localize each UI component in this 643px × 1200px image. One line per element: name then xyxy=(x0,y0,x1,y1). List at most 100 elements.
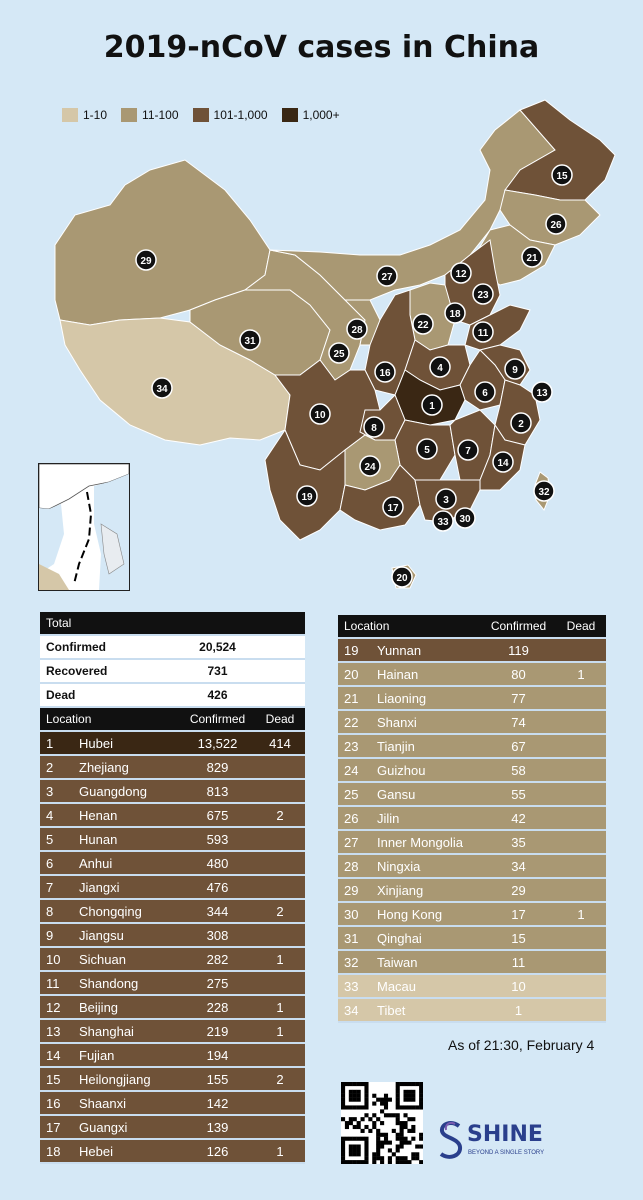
cell-location: Yunnan xyxy=(371,638,481,663)
cell-dead xyxy=(255,755,305,780)
cell-confirmed: 813 xyxy=(180,779,255,804)
legend-item: 101-1,000 xyxy=(192,108,268,122)
map-marker-label: 5 xyxy=(424,445,430,456)
map-markers: 1234567891011121314151617181920212223242… xyxy=(135,164,573,588)
column-header-row: Location Confirmed Dead xyxy=(40,707,305,732)
map-marker: 23 xyxy=(472,283,494,305)
map-marker: 18 xyxy=(444,302,466,324)
map-marker-label: 26 xyxy=(550,220,562,231)
table-row: 11 Shandong 275 xyxy=(40,971,305,996)
cell-dead xyxy=(255,1091,305,1116)
map-marker-label: 31 xyxy=(244,336,256,347)
cell-rank: 10 xyxy=(40,947,73,972)
map-marker-label: 21 xyxy=(526,253,538,264)
table-row: 2 Zhejiang 829 xyxy=(40,755,305,780)
totals-row: Confirmed 20,524 xyxy=(40,635,305,660)
map-marker-label: 25 xyxy=(333,349,345,360)
totals-label: Recovered xyxy=(40,659,180,684)
cell-dead xyxy=(556,638,606,663)
map-marker-label: 16 xyxy=(379,368,391,379)
cell-dead: 1 xyxy=(255,1139,305,1164)
cell-rank: 33 xyxy=(338,974,371,999)
cell-dead xyxy=(255,827,305,852)
cell-dead xyxy=(255,875,305,900)
map-marker-label: 28 xyxy=(351,325,363,336)
map-marker: 2 xyxy=(510,412,532,434)
cell-confirmed: 142 xyxy=(180,1091,255,1116)
cell-rank: 8 xyxy=(40,899,73,924)
cell-rank: 7 xyxy=(40,875,73,900)
cell-dead xyxy=(255,923,305,948)
cell-rank: 18 xyxy=(40,1139,73,1164)
cell-dead: 2 xyxy=(255,899,305,924)
as-of-timestamp: As of 21:30, February 4 xyxy=(448,1037,595,1053)
table-row: 26 Jilin 42 xyxy=(338,806,606,831)
cell-rank: 21 xyxy=(338,686,371,711)
cell-dead xyxy=(556,974,606,999)
table-row: 23 Tianjin 67 xyxy=(338,734,606,759)
map-marker-label: 19 xyxy=(301,492,313,503)
column-header-dead: Dead xyxy=(255,707,305,732)
cell-confirmed: 80 xyxy=(481,662,556,687)
map-marker-label: 23 xyxy=(477,290,489,301)
table-row: 22 Shanxi 74 xyxy=(338,710,606,735)
table-row: 28 Ningxia 34 xyxy=(338,854,606,879)
cell-rank: 16 xyxy=(40,1091,73,1116)
cell-dead xyxy=(255,1115,305,1140)
map-marker: 14 xyxy=(492,451,514,473)
column-header-dead: Dead xyxy=(556,615,606,639)
cell-location: Fujian xyxy=(73,1043,180,1068)
cell-confirmed: 675 xyxy=(180,803,255,828)
map-marker: 19 xyxy=(296,485,318,507)
cell-rank: 29 xyxy=(338,878,371,903)
cell-location: Chongqing xyxy=(73,899,180,924)
cell-confirmed: 119 xyxy=(481,638,556,663)
table-row: 20 Hainan 80 1 xyxy=(338,662,606,687)
qr-code[interactable] xyxy=(341,1082,424,1165)
map-marker-label: 8 xyxy=(371,423,377,434)
cell-location: Shanghai xyxy=(73,1019,180,1044)
map-marker-label: 11 xyxy=(478,328,489,339)
cell-rank: 15 xyxy=(40,1067,73,1092)
cell-rank: 27 xyxy=(338,830,371,855)
cell-rank: 9 xyxy=(40,923,73,948)
cell-location: Liaoning xyxy=(371,686,481,711)
shine-wordmark: SHINE xyxy=(467,1122,543,1147)
legend-label: 11-100 xyxy=(142,108,179,122)
map-marker-label: 10 xyxy=(314,410,326,421)
table-row: 14 Fujian 194 xyxy=(40,1043,305,1068)
cases-table-right: Location Confirmed Dead 19 Yunnan 119 20 Hai… xyxy=(338,615,606,1023)
table-row: 29 Xinjiang 29 xyxy=(338,878,606,903)
map-marker-label: 27 xyxy=(381,272,393,283)
map-marker: 20 xyxy=(391,566,413,588)
cell-location: Xinjiang xyxy=(371,878,481,903)
cell-rank: 26 xyxy=(338,806,371,831)
map-marker: 33 xyxy=(432,510,454,532)
cell-confirmed: 194 xyxy=(180,1043,255,1068)
cell-location: Hebei xyxy=(73,1139,180,1164)
cell-dead: 1 xyxy=(255,995,305,1020)
cell-rank: 32 xyxy=(338,950,371,975)
map-marker-label: 2 xyxy=(518,419,524,430)
cell-dead xyxy=(556,950,606,975)
table-row: 31 Qinghai 15 xyxy=(338,926,606,951)
cell-location: Gansu xyxy=(371,782,481,807)
shine-tagline: BEYOND A SINGLE STORY xyxy=(468,1150,545,1156)
cell-confirmed: 1 xyxy=(481,998,556,1023)
table-row: 24 Guizhou 58 xyxy=(338,758,606,783)
cell-confirmed: 58 xyxy=(481,758,556,783)
map-marker: 21 xyxy=(521,246,543,268)
cell-confirmed: 155 xyxy=(180,1067,255,1092)
cell-location: Hong Kong xyxy=(371,902,481,927)
table-row: 7 Jiangxi 476 xyxy=(40,875,305,900)
cell-location: Inner Mongolia xyxy=(371,830,481,855)
cell-confirmed: 77 xyxy=(481,686,556,711)
cell-rank: 28 xyxy=(338,854,371,879)
map-marker: 22 xyxy=(412,313,434,335)
legend-swatch xyxy=(192,108,209,122)
table-row: 18 Hebei 126 1 xyxy=(40,1139,305,1164)
map-marker: 10 xyxy=(309,403,331,425)
cell-dead: 2 xyxy=(255,1067,305,1092)
table-row: 16 Shaanxi 142 xyxy=(40,1091,305,1116)
cell-confirmed: 15 xyxy=(481,926,556,951)
